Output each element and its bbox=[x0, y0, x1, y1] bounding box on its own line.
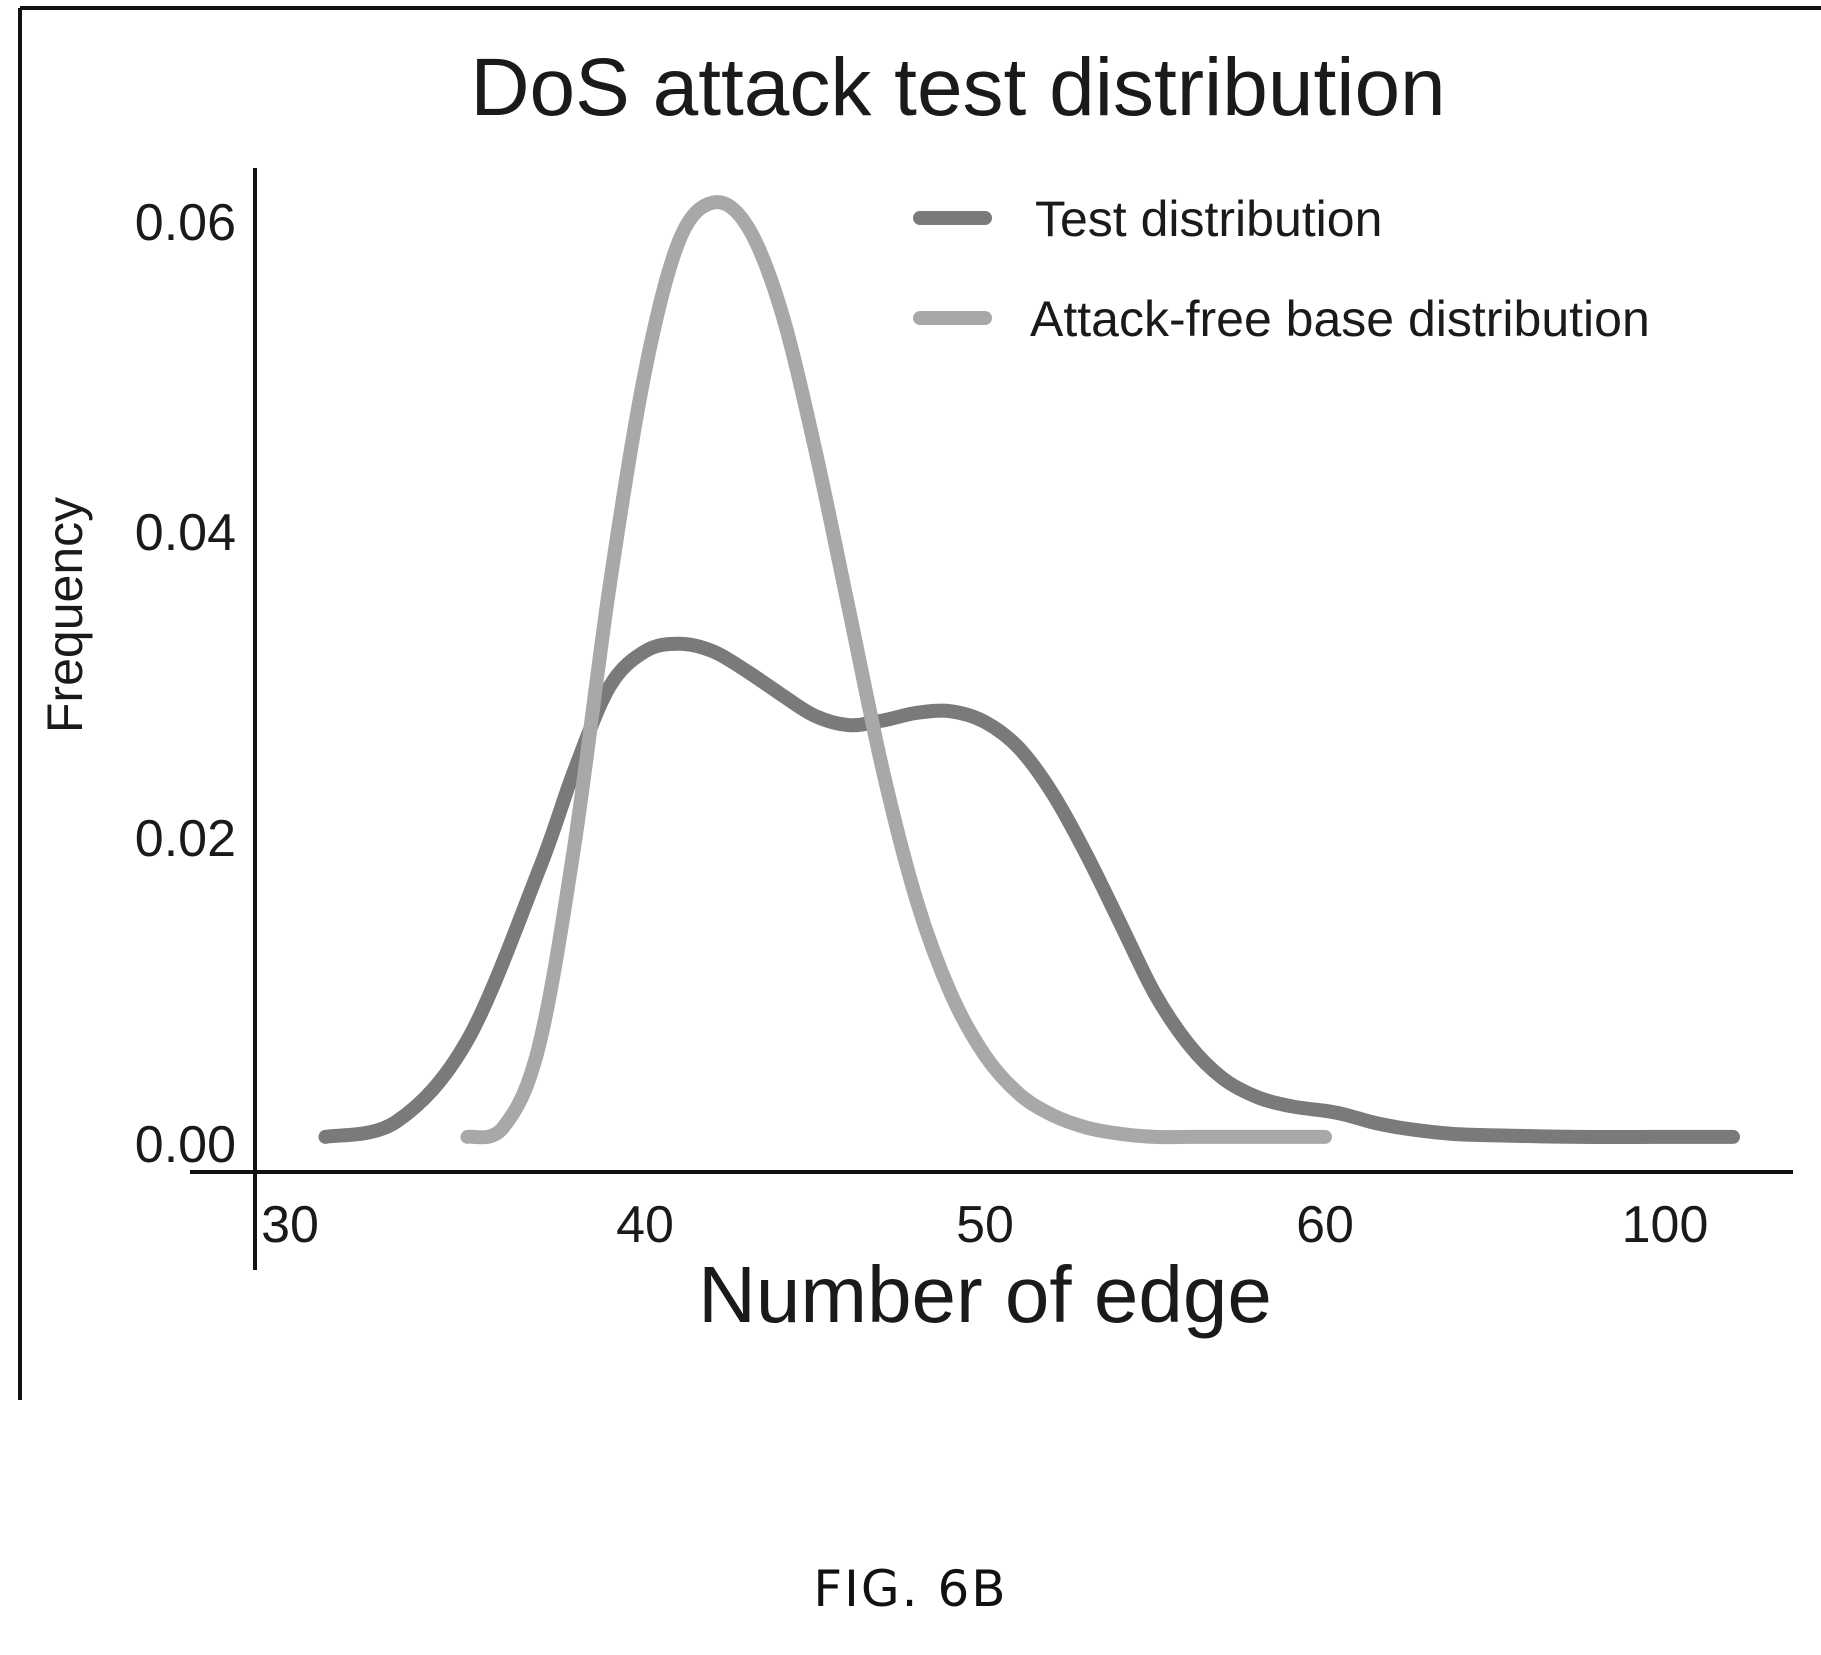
series-line-attack-free-base-distribution bbox=[460, 195, 1332, 1145]
series-layer bbox=[318, 195, 1740, 1145]
legend-label-attack-free-base-distribution: Attack-free base distribution bbox=[1030, 291, 1650, 347]
x-tick-label: 30 bbox=[261, 1196, 319, 1254]
x-tick-label: 100 bbox=[1622, 1196, 1709, 1254]
y-tick-label: 0.02 bbox=[135, 810, 236, 868]
y-tick-label: 0.04 bbox=[135, 504, 236, 562]
x-tick-label: 40 bbox=[616, 1196, 674, 1254]
chart-title: DoS attack test distribution bbox=[470, 42, 1445, 133]
series-line-test-distribution bbox=[318, 636, 1740, 1145]
y-tick-label: 0.06 bbox=[135, 194, 236, 252]
y-tick-label: 0.00 bbox=[135, 1116, 236, 1174]
legend-label-test-distribution: Test distribution bbox=[1035, 191, 1382, 247]
figure-caption: FIG. 6B bbox=[813, 1560, 1008, 1618]
y-axis-label: Frequency bbox=[37, 497, 93, 733]
legend: Test distribution Attack-free base distr… bbox=[913, 191, 1650, 347]
x-tick-label: 60 bbox=[1296, 1196, 1354, 1254]
x-axis-label: Number of edge bbox=[698, 1250, 1272, 1339]
x-tick-label: 50 bbox=[956, 1196, 1014, 1254]
